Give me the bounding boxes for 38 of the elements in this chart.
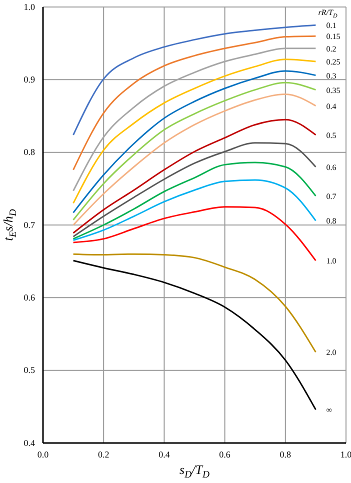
line-series [72,24,316,136]
series-label: 0.5 [326,130,336,140]
series-label: 0.25 [326,58,340,66]
x-tick-label: 0.4 [158,449,170,460]
series-label: ∞ [326,406,332,415]
y-tick-label: 1.0 [24,2,36,12]
series-label: 0.4 [326,102,336,111]
y-tick-label: 0.8 [24,147,36,158]
series-label: 0.35 [326,86,340,95]
series-label: 0.3 [326,71,336,80]
line-series [72,179,316,242]
legend-title: rR/T$_{D}$ [318,8,338,20]
x-tick-label: 1.0 [340,449,351,460]
series-label: 0.2 [326,44,336,54]
y-tick-label: 0.9 [24,74,36,85]
x-tick-label: 0.8 [280,449,292,460]
x-tick-label: 0.2 [98,449,110,460]
line-series [72,253,316,353]
series-label: 0.8 [326,216,336,226]
series-label: 0.15 [326,32,340,42]
series-label: 1.0 [326,256,336,266]
y-tick-label: 0.7 [24,220,36,230]
line-series [72,162,316,240]
line-series [72,260,316,410]
series-label: 0.1 [326,21,336,30]
series-label: 0.7 [326,192,336,201]
line-series [72,118,316,234]
series-label: 2.0 [326,348,336,358]
line-series [72,35,316,171]
y-tick-label: 0.4 [24,438,36,448]
x-tick-label: 0.0 [37,449,50,460]
x-axis-title: s$_{D}$/T$_{D}$ [180,462,210,481]
series-label: 0.6 [326,162,336,172]
line-series [72,142,316,238]
y-tick-label: 0.6 [24,292,36,303]
y-tick-label: 0.5 [24,365,36,376]
x-tick-label: 0.6 [219,449,231,460]
line-series [72,206,316,262]
